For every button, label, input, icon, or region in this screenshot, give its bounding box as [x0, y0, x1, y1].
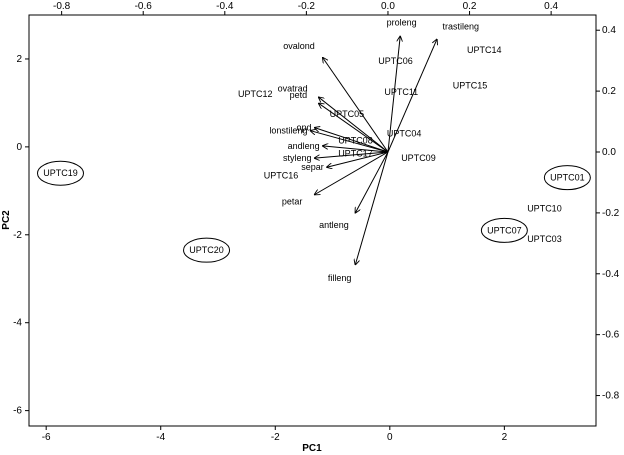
x-tick-label: 2 — [502, 432, 508, 443]
observation-label: UPTC19 — [43, 168, 78, 178]
observation-label: UPTC14 — [467, 45, 502, 55]
x2-tick-label: 0.2 — [463, 1, 477, 12]
x2-tick-label: -0.2 — [298, 1, 316, 12]
y2-tick-label: 0.0 — [602, 147, 616, 158]
observation-label: UPTC06 — [378, 56, 413, 66]
observation-label: UPTC11 — [384, 87, 418, 97]
y-tick-label: -4 — [13, 318, 22, 329]
observation-label: UPTC01 — [550, 173, 585, 183]
observation-label: UPTC04 — [387, 129, 422, 139]
loading-label: antleng — [319, 220, 349, 230]
observation-label: UPTC17 — [338, 148, 373, 158]
loading-arrow — [387, 36, 400, 153]
bottom-axis: -6 -4 -2 0 2 — [42, 426, 508, 443]
y2-tick-label: -0.2 — [602, 208, 620, 219]
x-tick-label: -4 — [156, 432, 165, 443]
y2-tick-label: 0.4 — [602, 25, 616, 36]
x-tick-label: -2 — [271, 432, 280, 443]
loading-label: petar — [282, 197, 303, 207]
y2-tick-label: -0.8 — [602, 391, 620, 402]
loading-arrow — [315, 128, 389, 153]
loading-label: separ — [301, 162, 324, 172]
loading-arrow — [315, 151, 389, 158]
loading-label: petd — [290, 90, 308, 100]
loading-label: andleng — [288, 141, 320, 151]
y-tick-label: -2 — [13, 230, 22, 241]
observation-label: UPTC15 — [453, 80, 488, 90]
observation-label: UPTC05 — [330, 109, 365, 119]
loading-label: trastileng — [442, 22, 479, 32]
y-axis-label: PC2 — [1, 210, 12, 230]
observation-label: UPTC20 — [189, 245, 224, 255]
x2-tick-label: 0.4 — [544, 1, 558, 12]
loading-arrow — [323, 58, 389, 153]
top-axis: -0.8 -0.6 -0.4 -0.2 0.0 0.2 0.4 — [53, 1, 559, 15]
highlight-ellipse — [543, 165, 591, 191]
loading-arrow — [327, 151, 389, 167]
observation-label: UPTC07 — [487, 225, 522, 235]
observation-label: UPTC16 — [264, 170, 299, 180]
observation-label: UPTC03 — [527, 234, 562, 244]
loading-arrow — [310, 131, 389, 153]
loading-label: opd — [297, 123, 312, 133]
loading-arrow — [319, 97, 389, 153]
y2-tick-label: 0.2 — [602, 86, 616, 97]
loading-label: proleng — [387, 17, 417, 27]
y2-tick-label: -0.6 — [602, 330, 620, 341]
y-tick-label: 0 — [16, 142, 22, 153]
left-axis: -6 -4 -2 0 2 — [13, 54, 29, 417]
loading-label: lonstileng — [269, 126, 307, 136]
highlight-ellipse — [183, 237, 231, 263]
x-axis-label: PC1 — [302, 443, 322, 454]
highlight-ellipse — [480, 217, 528, 243]
x2-tick-label: -0.6 — [135, 1, 153, 12]
observation-label: UPTC08 — [338, 135, 373, 145]
observation-labels: UPTC19 UPTC20 UPTC01 UPTC07 UPTC10 UPTC03 UPTC… — [37, 45, 591, 263]
loading-label: ovatrad — [278, 84, 308, 94]
x2-tick-label: -0.4 — [216, 1, 234, 12]
observation-label: UPTC12 — [238, 89, 273, 99]
observation-label: UPTC10 — [527, 203, 562, 213]
loading-arrow — [315, 151, 389, 195]
x-tick-label: -6 — [42, 432, 51, 443]
loading-arrow — [355, 151, 389, 213]
right-axis: -0.8 -0.6 -0.4 -0.2 0.0 0.2 0.4 — [596, 25, 620, 402]
y-tick-label: -6 — [13, 406, 22, 417]
plot-frame — [28, 14, 597, 427]
loading-arrow — [319, 103, 389, 153]
loading-label: styleng — [283, 153, 312, 163]
y-tick-label: 2 — [16, 54, 22, 65]
loading-label: filleng — [328, 273, 352, 283]
x-tick-label: 0 — [387, 432, 393, 443]
y2-tick-label: -0.4 — [602, 269, 620, 280]
loading-arrow — [355, 151, 389, 265]
loading-arrow — [387, 39, 437, 153]
observation-label: UPTC09 — [401, 153, 436, 163]
loading-arrow — [323, 146, 389, 153]
x2-tick-label: -0.8 — [53, 1, 71, 12]
loading-label: ovalond — [283, 41, 315, 51]
x2-tick-label: 0.0 — [381, 1, 395, 12]
highlight-ellipse — [37, 160, 84, 186]
